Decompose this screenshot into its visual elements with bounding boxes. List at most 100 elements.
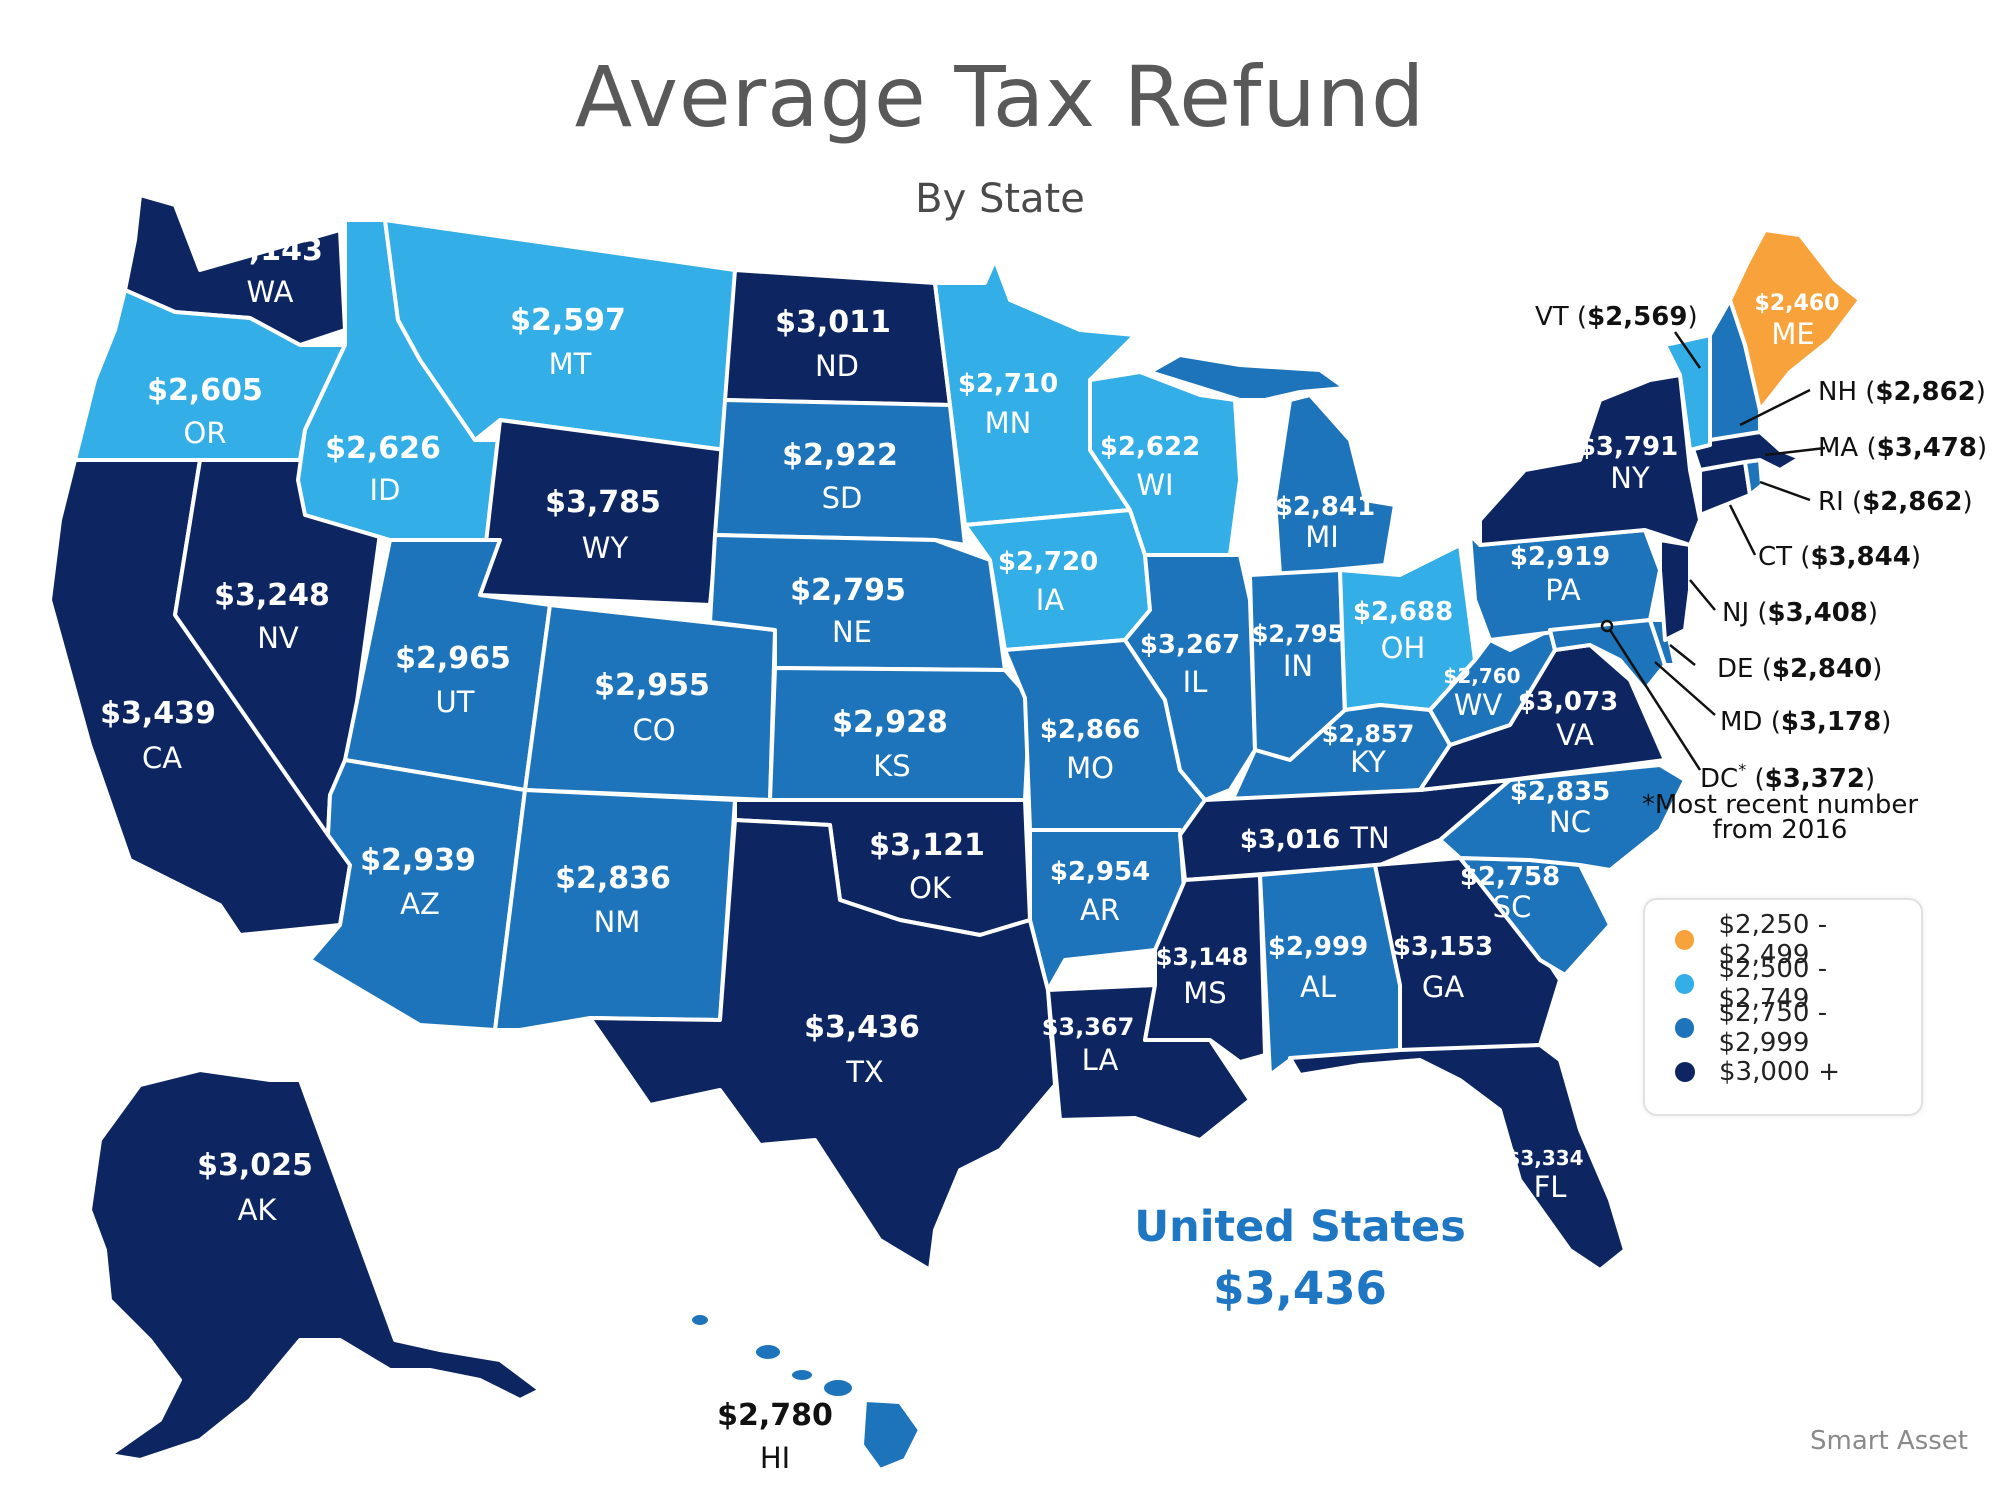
- label-SD-abbr: SD: [822, 481, 863, 515]
- state-MA: [1688, 430, 1802, 472]
- legend-label: $2,750 - $2,999: [1718, 998, 1828, 1058]
- label-SC-value: $2,758: [1460, 862, 1560, 892]
- callout-leader-lines: [1600, 331, 1826, 771]
- label-WI-abbr: WI: [1136, 468, 1173, 502]
- label-ID-value: $2,626: [325, 431, 441, 466]
- callout-RI: RI ($2,862): [1818, 487, 1973, 517]
- legend-swatch: [1675, 1018, 1695, 1038]
- label-WV-value: $2,760: [1443, 664, 1520, 688]
- state-NC: [1438, 763, 1687, 872]
- label-FL-abbr: FL: [1534, 1170, 1567, 1204]
- label-TX-abbr: TX: [845, 1055, 884, 1089]
- label-WV-abbr: WV: [1454, 688, 1503, 722]
- label-IL-abbr: IL: [1183, 665, 1208, 699]
- label-UT-value: $2,965: [395, 641, 511, 676]
- label-SC-abbr: SC: [1493, 890, 1532, 924]
- label-MN-abbr: MN: [985, 406, 1032, 440]
- label-OH-abbr: OH: [1381, 631, 1426, 665]
- state-WI: [1088, 370, 1242, 557]
- label-IN-abbr: IN: [1283, 649, 1313, 683]
- callout-NJ: NJ ($3,408): [1722, 598, 1878, 628]
- label-MS-value: $3,148: [1156, 943, 1249, 971]
- label-KY-value: $2,857: [1322, 720, 1415, 748]
- label-AR-abbr: AR: [1080, 893, 1120, 927]
- label-AL-abbr: AL: [1300, 970, 1336, 1004]
- callout-CT: CT ($3,844): [1758, 542, 1921, 572]
- state-MI-upper: [1148, 353, 1347, 402]
- callout-DE: DE ($2,840): [1717, 654, 1882, 684]
- legend-label: $2,250 - $2,499: [1718, 910, 1828, 970]
- label-VA-abbr: VA: [1556, 718, 1594, 752]
- label-LA-value: $3,367: [1042, 1013, 1135, 1041]
- label-NM-value: $2,836: [555, 861, 671, 896]
- label-AK-abbr: AK: [238, 1193, 278, 1227]
- label-FL-value: $3,334: [1506, 1146, 1583, 1170]
- label-WA-abbr: WA: [247, 275, 294, 309]
- legend-label: $2,500 - $2,749: [1718, 954, 1828, 1014]
- label-ME-value: $2,460: [1755, 291, 1840, 316]
- label-NY-abbr: NY: [1610, 461, 1650, 495]
- label-OR-value: $2,605: [147, 373, 263, 408]
- label-CA-abbr: CA: [142, 741, 182, 775]
- legend-swatch: [1675, 930, 1695, 950]
- state-VT: [1663, 333, 1712, 452]
- label-IA-abbr: IA: [1036, 583, 1065, 617]
- label-ND-value: $3,011: [775, 305, 891, 340]
- label-WI-value: $2,622: [1100, 432, 1200, 462]
- label-LA-abbr: LA: [1082, 1043, 1119, 1077]
- map-title: Average Tax Refund: [574, 48, 1426, 146]
- national-name: United States: [1134, 1202, 1466, 1252]
- label-ID-abbr: ID: [370, 473, 401, 507]
- label-CA-value: $3,439: [100, 696, 216, 731]
- label-CO-value: $2,955: [594, 668, 710, 703]
- callout-DC: DC* ($3,372): [1700, 760, 1875, 794]
- label-PA-abbr: PA: [1545, 573, 1581, 607]
- label-NV-value: $3,248: [214, 578, 330, 613]
- legend-item: $3,000 +: [1645, 1050, 1921, 1094]
- label-MO-value: $2,866: [1040, 715, 1140, 745]
- label-CO-abbr: CO: [632, 713, 675, 747]
- label-WY-abbr: WY: [582, 531, 629, 565]
- label-IA-value: $2,720: [998, 547, 1098, 577]
- label-NV-abbr: NV: [257, 621, 299, 655]
- legend-item: $2,750 - $2,999: [1645, 998, 1921, 1058]
- label-SD-value: $2,922: [782, 438, 898, 473]
- source-credit: Smart Asset: [1810, 1426, 1968, 1456]
- legend-swatch: [1675, 1062, 1695, 1082]
- legend-label: $3,000 +: [1719, 1057, 1841, 1087]
- label-AK-value: $3,025: [197, 1148, 313, 1183]
- label-NC-abbr: NC: [1549, 805, 1591, 839]
- national-value: $3,436: [1213, 1262, 1387, 1315]
- label-IN-value: $2,795: [1252, 620, 1345, 648]
- label-MS-abbr: MS: [1183, 976, 1226, 1010]
- label-OK-abbr: OK: [909, 871, 952, 905]
- label-WA-value: $3,143: [207, 233, 323, 268]
- state-DE: [1648, 618, 1677, 667]
- legend: $2,250 - $2,499 $2,500 - $2,749 $2,750 -…: [1643, 898, 1923, 1116]
- label-TN-value: $3,016: [1240, 825, 1340, 855]
- state-MI: [1273, 393, 1397, 577]
- label-KS-abbr: KS: [873, 749, 910, 783]
- label-TX-value: $3,436: [804, 1010, 920, 1045]
- state-HI: [688, 1311, 922, 1472]
- label-AZ-abbr: AZ: [400, 887, 440, 921]
- map-subtitle: By State: [915, 176, 1085, 222]
- label-VA-value: $3,073: [1518, 687, 1618, 717]
- label-HI-value: $2,780: [717, 1398, 833, 1433]
- label-MN-value: $2,710: [958, 369, 1058, 399]
- callout-NH: NH ($2,862): [1818, 377, 1986, 407]
- label-NC-value: $2,835: [1510, 777, 1610, 807]
- label-MI-value: $2,841: [1275, 492, 1375, 522]
- label-MT-value: $2,597: [510, 303, 626, 338]
- label-AR-value: $2,954: [1050, 857, 1150, 887]
- label-MT-abbr: MT: [549, 347, 592, 381]
- label-ND-abbr: ND: [815, 349, 859, 383]
- legend-swatch: [1675, 974, 1695, 994]
- label-KS-value: $2,928: [832, 705, 948, 740]
- callout-MD: MD ($3,178): [1720, 707, 1891, 737]
- state-SD: [713, 398, 967, 547]
- legend-item: $2,500 - $2,749: [1645, 954, 1921, 1014]
- label-OK-value: $3,121: [869, 828, 985, 863]
- callout-DC-note-line1: *Most recent number: [1642, 790, 1918, 820]
- label-GA-abbr: GA: [1422, 970, 1464, 1004]
